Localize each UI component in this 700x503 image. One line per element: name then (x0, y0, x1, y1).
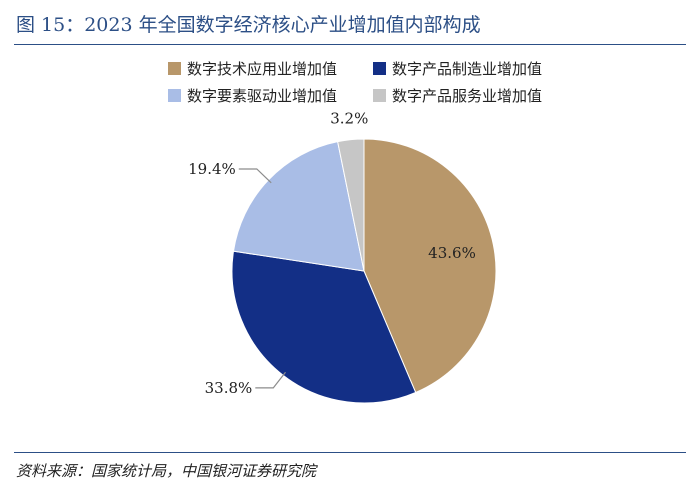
chart-legend: 数字技术应用业增加值 数字产品制造业增加值 数字要素驱动业增加值 数字产品服务业… (168, 58, 588, 106)
legend-item: 数字要素驱动业增加值 (168, 85, 373, 106)
legend-item: 数字技术应用业增加值 (168, 58, 373, 79)
legend-label: 数字要素驱动业增加值 (187, 87, 338, 105)
pie-chart: 43.6% 33.8% 19.4% 3.2% (188, 110, 497, 404)
source-rule (14, 452, 686, 453)
legend-label: 数字产品制造业增加值 (392, 60, 543, 78)
pie-data-labels: 43.6% 33.8% 19.4% 3.2% (188, 110, 476, 397)
pie-data-label: 33.8% (205, 379, 253, 397)
pie-data-label: 43.6% (428, 244, 476, 262)
legend-swatch (373, 62, 386, 75)
pie-data-label: 19.4% (188, 160, 236, 178)
pie-slices (231, 138, 497, 404)
pie-leader-lines (238, 168, 286, 389)
legend-swatch (373, 89, 386, 102)
legend-item: 数字产品服务业增加值 (373, 85, 588, 106)
source-note: 资料来源：国家统计局，中国银河证券研究院 (16, 462, 317, 480)
pie-data-label: 3.2% (330, 110, 368, 128)
legend-item: 数字产品制造业增加值 (373, 58, 588, 79)
pie-leader-line (255, 371, 286, 389)
legend-label: 数字技术应用业增加值 (187, 60, 338, 78)
legend-swatch (168, 89, 181, 102)
figure-title: 图 15：2023 年全国数字经济核心产业增加值内部构成 (16, 14, 481, 36)
legend-swatch (168, 62, 181, 75)
title-rule (14, 44, 686, 45)
legend-label: 数字产品服务业增加值 (392, 87, 543, 105)
pie-slice (337, 138, 365, 272)
pie-leader-line (238, 168, 272, 184)
pie-slice (363, 138, 497, 394)
